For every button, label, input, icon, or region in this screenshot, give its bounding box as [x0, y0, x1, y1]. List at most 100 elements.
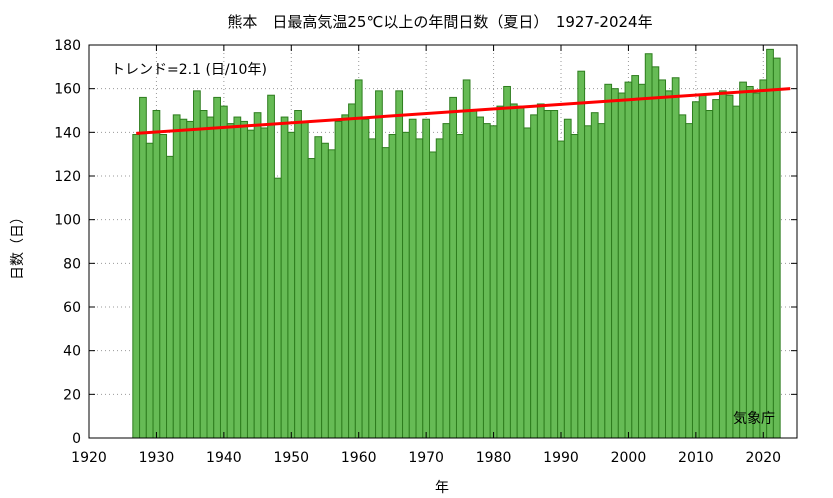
- bar-1933: [172, 114, 181, 439]
- x-tick-label: 2010: [678, 450, 714, 466]
- bar-1993: [577, 70, 586, 439]
- bar-1957: [334, 120, 343, 439]
- bar-1990: [557, 140, 565, 439]
- x-tick-label: 1960: [341, 450, 377, 466]
- source-label: 気象庁: [733, 411, 775, 427]
- bar-1962: [368, 138, 377, 439]
- bar-2012: [705, 110, 714, 439]
- bar-2003: [644, 53, 653, 439]
- plot-frame: [88, 44, 798, 439]
- bar-2020: [759, 79, 768, 439]
- bar-2013: [712, 99, 720, 439]
- bar-1994: [584, 125, 592, 439]
- bar-1977: [469, 110, 478, 439]
- bar-1938: [206, 116, 215, 439]
- bar-1949: [280, 116, 289, 439]
- bar-1965: [388, 134, 397, 439]
- bar-2000: [624, 81, 633, 439]
- bar-1973: [442, 123, 451, 439]
- x-axis-label: 年: [435, 480, 449, 496]
- bar-1997: [604, 83, 613, 439]
- bar-1930: [152, 110, 161, 439]
- bar-1971: [429, 151, 437, 439]
- trend-line-group: [136, 87, 791, 135]
- bar-1999: [617, 92, 626, 439]
- x-tick-label: 1920: [71, 450, 107, 466]
- bar-1959: [348, 103, 356, 439]
- bar-2008: [678, 114, 687, 439]
- bar-1968: [408, 118, 417, 439]
- bars: [132, 48, 781, 439]
- bar-1986: [530, 114, 538, 439]
- bar-1967: [402, 131, 410, 439]
- x-tick-label: 1980: [476, 450, 512, 466]
- x-tick-label: 2020: [745, 450, 781, 466]
- bar-2015: [725, 94, 734, 439]
- y-axis-label: 日数（日）: [10, 210, 26, 280]
- axis-ticks: 0 20 40 60 80 100 120 140 160 180 1920 1930 1940 1950…: [54, 38, 797, 466]
- bar-2018: [745, 85, 754, 439]
- bar-2007: [671, 77, 680, 439]
- bar-2016: [732, 105, 741, 439]
- bar-2001: [631, 75, 640, 439]
- bar-1951: [294, 110, 302, 439]
- y-tick-label: 140: [54, 125, 81, 141]
- bar-1970: [422, 118, 431, 439]
- bar-2005: [658, 79, 667, 439]
- bar-2010: [691, 101, 700, 439]
- trend-label: トレンド=2.1 (日/10年): [111, 62, 267, 78]
- bar-1992: [570, 134, 579, 439]
- bar-1988: [543, 110, 552, 439]
- bar-2011: [698, 94, 707, 439]
- bar-1943: [240, 120, 248, 439]
- bar-1991: [563, 118, 572, 439]
- bar-2019: [752, 92, 761, 439]
- x-tick-label: 1970: [408, 450, 444, 466]
- bar-1956: [327, 149, 336, 439]
- bar-1954: [314, 136, 323, 439]
- x-tick-label: 1940: [206, 450, 242, 466]
- bar-1982: [503, 85, 511, 439]
- y-tick-label: 80: [63, 256, 81, 272]
- bar-1953: [307, 158, 316, 439]
- bar-2009: [685, 123, 693, 439]
- bar-1996: [597, 123, 606, 439]
- bar-2006: [665, 90, 673, 439]
- bar-1979: [482, 123, 491, 439]
- bar-1937: [199, 110, 208, 439]
- y-tick-label: 0: [72, 431, 81, 447]
- y-tick-label: 100: [54, 213, 81, 229]
- bar-1974: [449, 96, 457, 439]
- x-tick-label: 1990: [543, 450, 579, 466]
- bar-1939: [213, 96, 221, 439]
- bar-1936: [193, 90, 201, 439]
- bar-2014: [718, 90, 727, 439]
- bar-1963: [375, 90, 383, 439]
- y-tick-label: 160: [54, 82, 81, 98]
- bar-1927: [132, 134, 141, 439]
- trend-line: [136, 87, 791, 135]
- bar-1987: [536, 103, 545, 439]
- bar-1966: [395, 90, 404, 439]
- bar-2021: [766, 48, 774, 439]
- x-tick-label: 1930: [139, 450, 175, 466]
- bar-1985: [523, 127, 532, 439]
- bar-1989: [550, 110, 559, 439]
- bar-1941: [226, 123, 235, 439]
- bar-1940: [219, 105, 228, 439]
- bar-1952: [300, 120, 309, 439]
- y-tick-label: 20: [63, 387, 81, 403]
- bar-1946: [260, 127, 269, 439]
- bar-1944: [246, 129, 255, 439]
- bar-2004: [651, 66, 660, 439]
- bar-1950: [287, 131, 296, 439]
- bar-1964: [381, 147, 390, 439]
- bar-1960: [354, 79, 363, 439]
- bar-2002: [638, 83, 646, 439]
- x-tick-label: 2000: [611, 450, 647, 466]
- bar-1958: [341, 114, 350, 439]
- bar-1929: [145, 142, 154, 439]
- bar-1998: [611, 88, 619, 439]
- bar-1934: [179, 118, 188, 439]
